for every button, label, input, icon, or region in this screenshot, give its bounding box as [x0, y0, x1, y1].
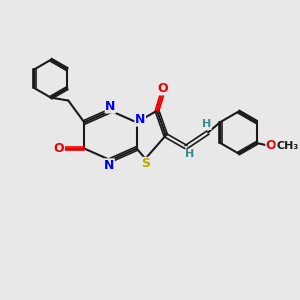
Text: CH₃: CH₃ — [276, 141, 298, 151]
Text: H: H — [185, 149, 194, 159]
Text: O: O — [158, 82, 168, 95]
Text: O: O — [54, 142, 64, 155]
Text: O: O — [266, 140, 277, 152]
Text: N: N — [135, 113, 145, 126]
Text: N: N — [104, 159, 114, 172]
Text: N: N — [105, 100, 116, 113]
Text: S: S — [141, 158, 150, 170]
Text: H: H — [202, 119, 211, 129]
